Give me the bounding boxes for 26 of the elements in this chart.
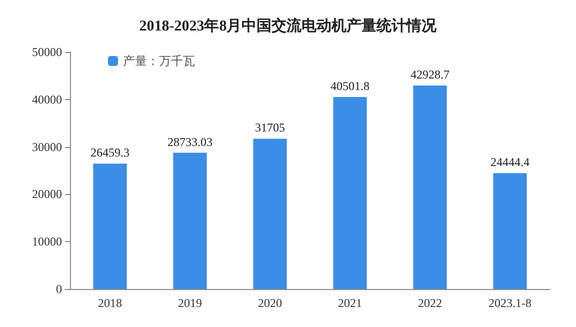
x-tick-label: 2018: [98, 296, 122, 310]
x-tick-label: 2019: [178, 296, 202, 310]
data-label: 28733.03: [168, 134, 212, 149]
y-tick-label: 20000: [32, 187, 62, 202]
x-tick-label: 2022: [418, 296, 442, 310]
y-tick-label: 0: [56, 282, 62, 296]
x-tick-label: 2021: [338, 296, 362, 310]
data-label: 26459.3: [90, 146, 130, 160]
bar: [253, 138, 287, 289]
data-label: 42928.7: [410, 68, 450, 82]
legend-label: 产量：万千瓦: [123, 54, 195, 68]
y-tick-label: 40000: [32, 92, 62, 106]
bar: [413, 86, 447, 289]
y-tick-label: 10000: [32, 234, 62, 249]
y-tick-label: 30000: [32, 140, 62, 154]
data-label: 40501.8: [330, 79, 370, 94]
bar: [173, 152, 207, 289]
x-tick-label: 2023.1-8: [488, 296, 532, 310]
data-label: 31705: [255, 120, 285, 135]
data-label: 24444.4: [490, 155, 530, 170]
chart-title: 2018-2023年8月中国交流电动机产量统计情况: [139, 16, 438, 34]
bar: [493, 173, 527, 289]
y-tick-label: 50000: [32, 45, 62, 59]
bar: [93, 164, 127, 289]
bar: [333, 97, 367, 289]
x-tick-label: 2020: [258, 296, 282, 310]
